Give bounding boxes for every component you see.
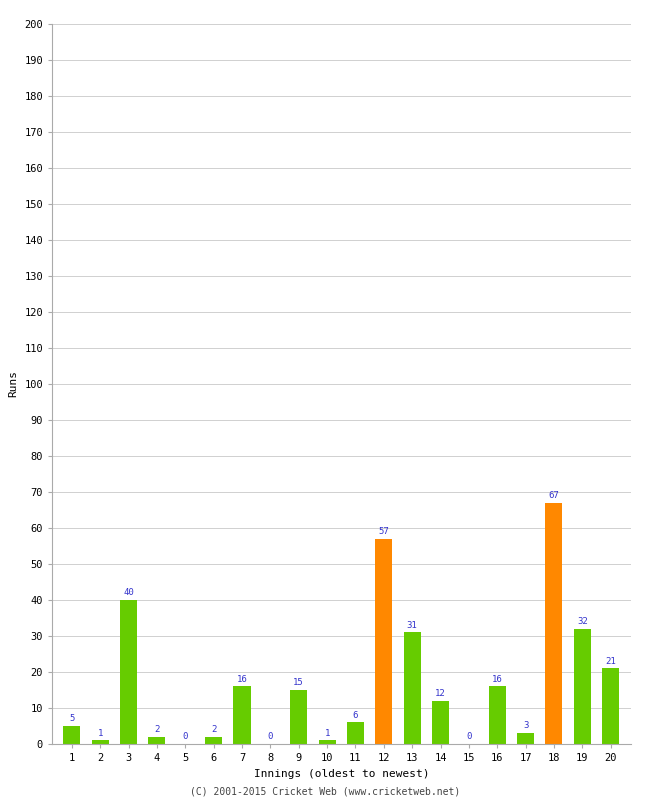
Bar: [318, 741, 335, 744]
Bar: [63, 726, 81, 744]
Text: 1: 1: [324, 729, 330, 738]
Text: 67: 67: [549, 491, 559, 500]
Text: 0: 0: [268, 732, 273, 741]
Bar: [120, 600, 137, 744]
Bar: [375, 539, 393, 744]
Text: 32: 32: [577, 617, 588, 626]
Bar: [489, 686, 506, 744]
Bar: [545, 502, 562, 744]
Text: 16: 16: [237, 674, 248, 683]
Text: 6: 6: [353, 710, 358, 719]
Bar: [574, 629, 591, 744]
Bar: [148, 737, 166, 744]
Text: 1: 1: [98, 729, 103, 738]
Text: 0: 0: [183, 732, 188, 741]
X-axis label: Innings (oldest to newest): Innings (oldest to newest): [254, 769, 429, 778]
Text: (C) 2001-2015 Cricket Web (www.cricketweb.net): (C) 2001-2015 Cricket Web (www.cricketwe…: [190, 786, 460, 796]
Bar: [432, 701, 449, 744]
Bar: [92, 741, 109, 744]
Bar: [404, 632, 421, 744]
Text: 21: 21: [605, 657, 616, 666]
Text: 2: 2: [154, 725, 160, 734]
Text: 57: 57: [378, 527, 389, 536]
Y-axis label: Runs: Runs: [8, 370, 19, 398]
Text: 15: 15: [293, 678, 304, 687]
Bar: [602, 668, 619, 744]
Bar: [290, 690, 307, 744]
Bar: [233, 686, 250, 744]
Text: 2: 2: [211, 725, 216, 734]
Text: 16: 16: [492, 674, 502, 683]
Bar: [517, 733, 534, 744]
Text: 3: 3: [523, 722, 528, 730]
Bar: [205, 737, 222, 744]
Bar: [347, 722, 364, 744]
Text: 31: 31: [407, 621, 417, 630]
Text: 5: 5: [69, 714, 75, 723]
Text: 40: 40: [124, 588, 134, 597]
Text: 0: 0: [466, 732, 471, 741]
Text: 12: 12: [435, 689, 446, 698]
